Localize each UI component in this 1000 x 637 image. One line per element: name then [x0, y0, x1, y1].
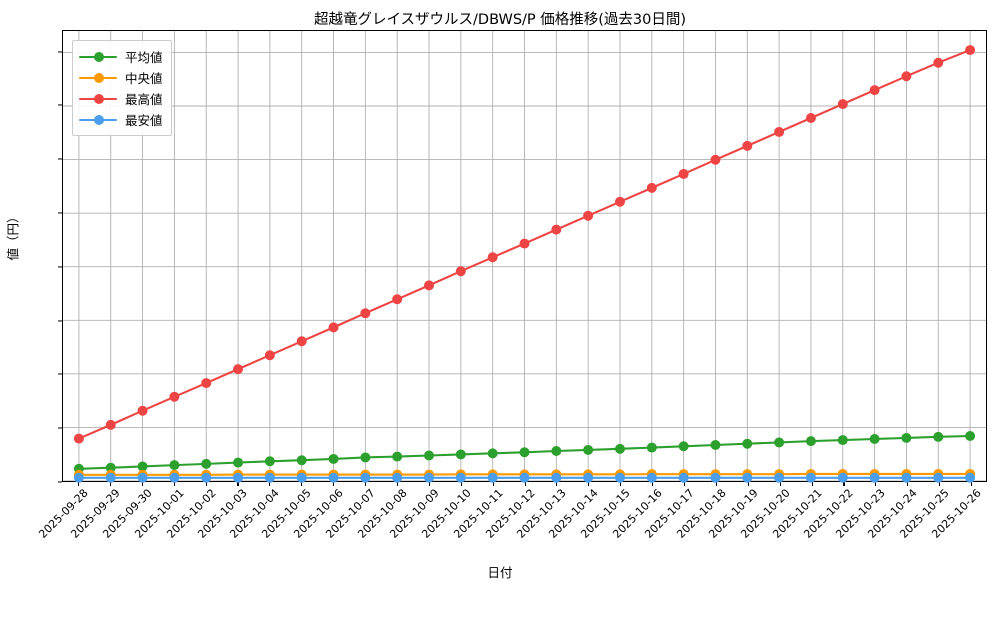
x-tick-mark — [205, 482, 207, 486]
page-title: 超越竜グレイスザウルス/DBWS/P 価格推移(過去30日間) — [313, 12, 687, 28]
y-tick-mark — [58, 50, 62, 53]
x-tick-mark — [652, 482, 654, 486]
y-tick-mark — [58, 212, 62, 214]
x-tick-mark — [173, 482, 175, 486]
x-tick-mark — [811, 482, 813, 486]
x-tick-mark — [109, 482, 111, 486]
x-tick-mark — [715, 482, 717, 486]
x-tick-mark — [77, 482, 80, 486]
legend-label: 中央値 — [125, 71, 163, 86]
legend-item-2[interactable]: 最高値 — [79, 88, 163, 109]
x-tick-mark — [396, 482, 398, 486]
x-tick-mark — [875, 482, 877, 486]
legend-marker-icon — [79, 93, 117, 105]
x-tick-mark — [683, 482, 686, 486]
legend-label: 平均値 — [125, 50, 163, 65]
legend-item-3[interactable]: 最安値 — [79, 109, 163, 130]
x-tick-mark — [141, 482, 143, 486]
x-tick-mark — [301, 482, 303, 486]
y-tick-mark — [58, 104, 62, 106]
series-3 — [73, 472, 976, 483]
y-tick-mark — [58, 158, 62, 160]
legend-marker-icon — [79, 51, 117, 63]
y-tick-mark — [58, 481, 62, 483]
x-tick-mark — [492, 482, 494, 486]
y-tick-mark — [58, 427, 62, 429]
x-tick-mark — [333, 482, 335, 486]
x-tick-mark — [843, 482, 845, 486]
x-tick-mark — [588, 482, 590, 486]
x-axis-label: 日付 — [487, 565, 513, 580]
x-tick-mark — [460, 482, 462, 486]
legend-marker-icon — [79, 72, 117, 84]
y-tick-mark — [58, 320, 62, 322]
series-2 — [73, 45, 976, 444]
x-tick-mark — [365, 482, 367, 486]
x-tick-mark — [779, 482, 781, 486]
x-tick-mark — [269, 482, 271, 486]
x-tick-mark — [971, 482, 973, 486]
y-tick-mark — [58, 266, 62, 268]
chart-figure: 超越竜グレイスザウルス/DBWS/P 価格推移(過去30日間) 値（円） 日付 … — [5, 12, 987, 580]
series-0 — [73, 431, 976, 474]
plot-area — [62, 30, 987, 483]
legend-item-1[interactable]: 中央値 — [79, 67, 163, 88]
x-tick-mark — [428, 482, 430, 486]
x-tick-mark — [556, 482, 558, 486]
x-tick-mark — [907, 482, 909, 486]
legend-label: 最高値 — [125, 92, 163, 107]
legend-label: 最安値 — [125, 113, 163, 128]
chart-legend[interactable]: 平均値中央値最高値最安値 — [72, 40, 172, 136]
legend-item-0[interactable]: 平均値 — [79, 46, 163, 67]
x-tick-mark — [747, 482, 749, 486]
series-lines — [73, 45, 976, 483]
x-tick-mark — [939, 482, 941, 486]
x-tick-mark — [237, 482, 239, 486]
legend-marker-icon — [79, 114, 117, 126]
x-tick-mark — [620, 482, 622, 486]
y-tick-mark — [58, 373, 62, 375]
y-axis-label: 値（円） — [5, 210, 21, 261]
x-tick-mark — [524, 482, 526, 486]
